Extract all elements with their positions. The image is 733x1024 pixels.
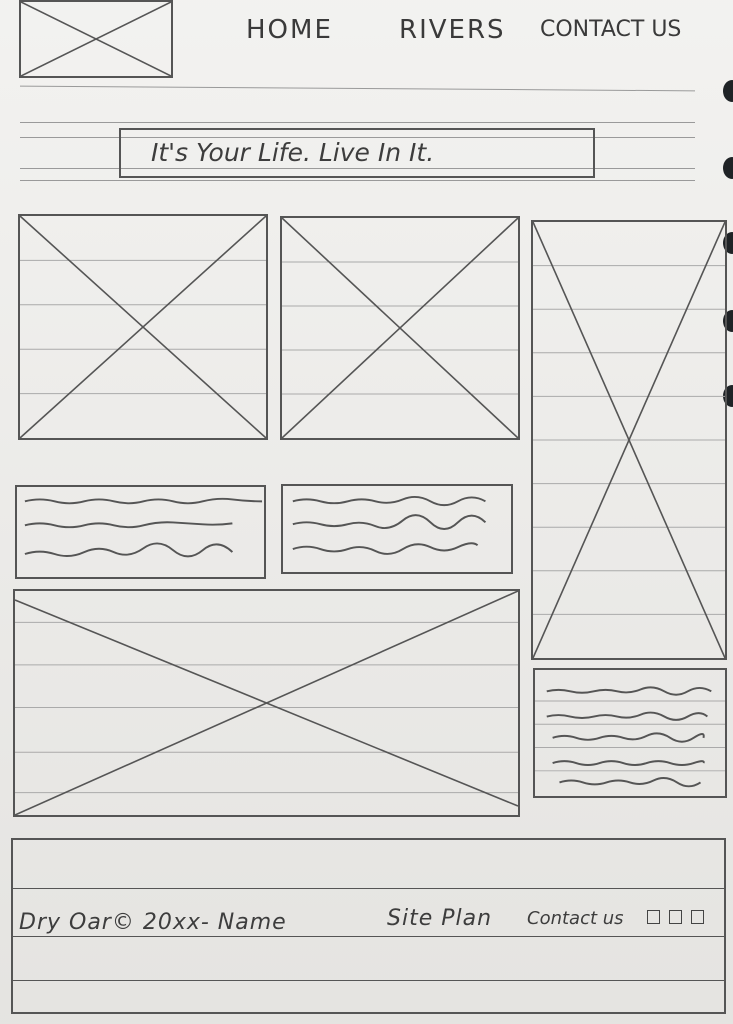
- squiggle-text-lines: [535, 686, 725, 788]
- image-placeholder-icon: [15, 591, 518, 815]
- footer-rule: [11, 888, 726, 889]
- tagline-text: It's Your Life. Live In It.: [151, 138, 435, 167]
- footer-copyright: Dry Oar© 20xx- Name: [19, 910, 287, 935]
- ruled-line: [20, 168, 695, 169]
- ruled-line: [20, 180, 695, 181]
- image-placeholder-tall[interactable]: [531, 220, 727, 660]
- image-placeholder[interactable]: [18, 214, 268, 440]
- footer-contact-link[interactable]: Contact us: [527, 908, 624, 929]
- image-placeholder-icon: [533, 222, 725, 658]
- footer-site-plan-link[interactable]: Site Plan: [387, 906, 493, 931]
- text-block-placeholder: [281, 484, 513, 574]
- social-square-icon[interactable]: [691, 909, 705, 924]
- text-block-placeholder: [15, 485, 266, 579]
- footer-rule: [11, 980, 726, 981]
- image-placeholder[interactable]: [280, 216, 520, 440]
- ruled-line: [20, 122, 695, 123]
- ruled-line: [20, 137, 695, 138]
- binder-hole: [723, 80, 733, 102]
- text-block-placeholder: [533, 668, 727, 798]
- image-placeholder-wide[interactable]: [13, 589, 520, 817]
- binder-hole: [723, 385, 733, 407]
- social-square-icon[interactable]: [669, 909, 683, 924]
- nav-contact-us[interactable]: CONTACT US: [540, 17, 682, 42]
- ruled-line: [20, 85, 695, 92]
- squiggle-text-lines: [292, 496, 487, 555]
- binder-hole: [723, 157, 733, 179]
- binder-hole: [723, 232, 733, 254]
- social-square-icon[interactable]: [647, 909, 660, 924]
- image-placeholder-icon: [20, 216, 266, 438]
- logo-placeholder[interactable]: [19, 0, 173, 78]
- nav-home[interactable]: HOME: [246, 15, 333, 45]
- footer: Dry Oar© 20xx- Name Site Plan Contact us: [11, 838, 726, 1014]
- binder-hole: [723, 310, 733, 332]
- image-placeholder-icon: [21, 2, 171, 76]
- image-placeholder-icon: [282, 218, 518, 438]
- nav-rivers[interactable]: RIVERS: [399, 15, 506, 45]
- social-icons: [643, 906, 705, 925]
- footer-rule: [11, 936, 726, 937]
- squiggle-text-lines: [24, 497, 263, 558]
- tagline-banner: It's Your Life. Live In It.: [119, 128, 595, 178]
